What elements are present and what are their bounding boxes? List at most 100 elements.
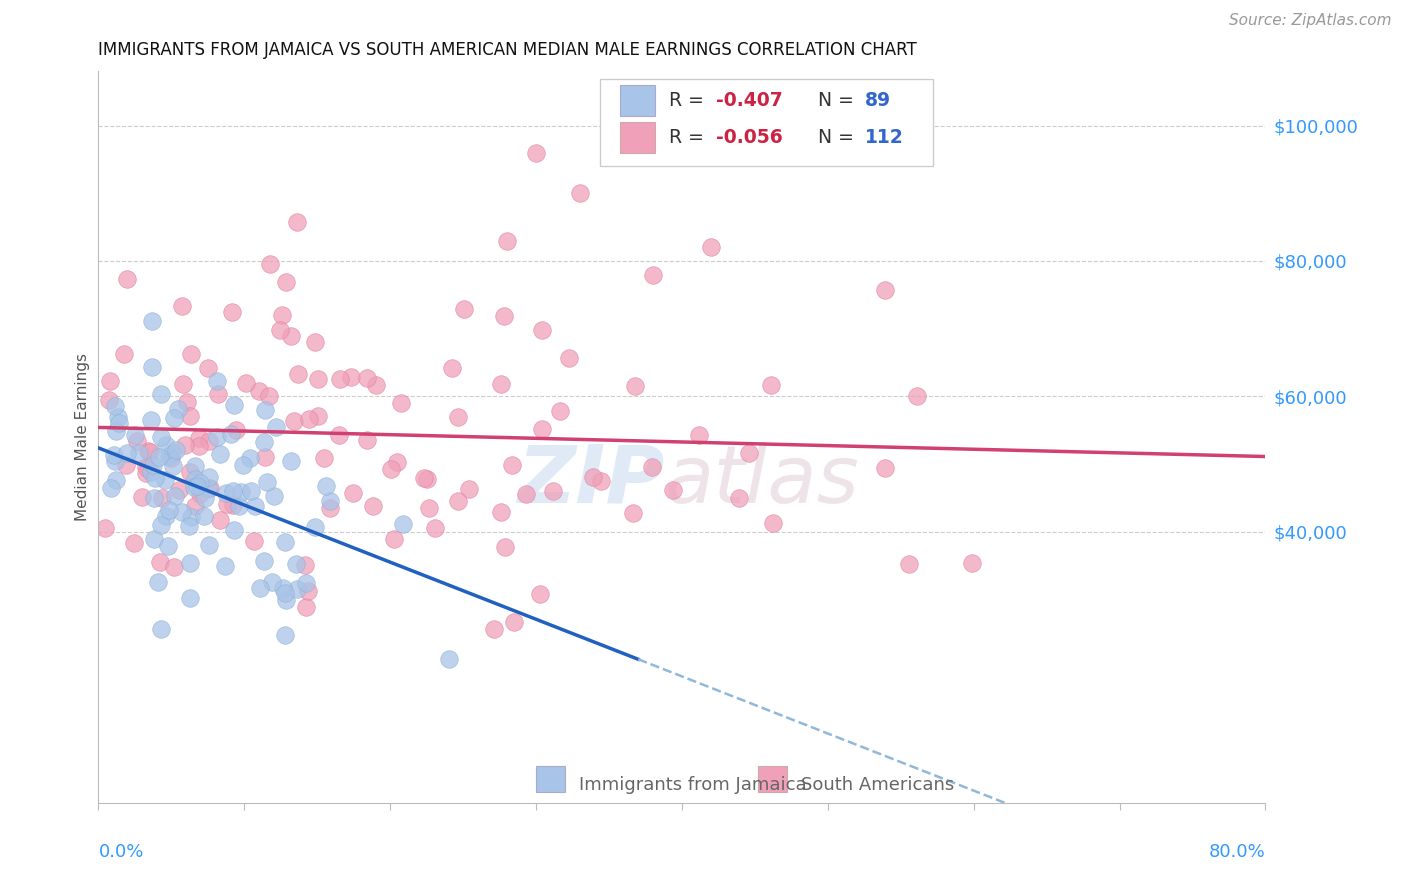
Point — [496, 234, 519, 248]
Point — [163, 411, 186, 425]
Point — [385, 455, 408, 469]
Point — [297, 584, 319, 599]
Point — [179, 465, 201, 479]
Point — [141, 465, 163, 479]
Point — [224, 523, 246, 537]
Point — [183, 480, 205, 494]
Point — [440, 360, 463, 375]
Point — [239, 450, 262, 465]
FancyBboxPatch shape — [600, 78, 932, 167]
Point — [125, 434, 148, 449]
Point — [294, 600, 316, 615]
Point — [139, 445, 162, 459]
Point — [115, 446, 138, 460]
Text: 112: 112 — [865, 128, 904, 147]
Point — [531, 323, 554, 337]
Point — [103, 448, 125, 462]
Point — [624, 379, 647, 393]
Point — [149, 556, 172, 570]
Point — [104, 399, 127, 413]
Point — [274, 535, 297, 549]
Point — [188, 487, 211, 501]
Text: R =: R = — [669, 91, 710, 111]
Point — [170, 299, 193, 313]
Point — [179, 409, 201, 423]
Point — [215, 486, 238, 500]
Point — [225, 423, 247, 437]
Point — [274, 275, 297, 289]
Point — [447, 410, 470, 425]
Point — [492, 309, 515, 323]
Point — [314, 451, 336, 466]
Point — [254, 450, 277, 464]
Point — [530, 422, 553, 436]
Point — [112, 347, 135, 361]
Point — [180, 347, 202, 361]
Point — [285, 582, 308, 596]
Point — [100, 374, 122, 388]
Point — [239, 483, 262, 498]
Point — [184, 458, 207, 473]
Point — [269, 323, 291, 337]
Point — [131, 490, 153, 504]
Point — [727, 491, 749, 505]
Point — [107, 410, 129, 425]
Point — [235, 376, 257, 391]
Point — [194, 491, 217, 506]
Point — [242, 533, 264, 548]
Point — [515, 487, 537, 501]
Point — [264, 419, 287, 434]
Point — [149, 622, 172, 636]
Point — [582, 469, 605, 483]
Text: ZIP: ZIP — [517, 442, 665, 520]
Point — [382, 532, 405, 546]
Text: IMMIGRANTS FROM JAMAICA VS SOUTH AMERICAN MEDIAN MALE EARNINGS CORRELATION CHART: IMMIGRANTS FROM JAMAICA VS SOUTH AMERICA… — [98, 41, 917, 59]
Text: N =: N = — [818, 128, 860, 147]
Point — [179, 519, 201, 533]
Point — [548, 403, 571, 417]
Point — [700, 240, 723, 254]
Point — [105, 473, 128, 487]
Text: 80.0%: 80.0% — [1209, 843, 1265, 861]
Point — [329, 371, 352, 385]
Point — [304, 520, 326, 534]
Text: 0.0%: 0.0% — [98, 843, 143, 861]
Point — [270, 308, 292, 322]
Point — [356, 371, 378, 385]
Point — [197, 481, 219, 495]
Point — [197, 361, 219, 376]
Point — [425, 521, 447, 535]
Point — [661, 483, 683, 498]
Point — [167, 402, 190, 417]
Point — [98, 393, 121, 408]
Point — [280, 329, 302, 343]
Point — [391, 516, 413, 531]
Point — [105, 424, 128, 438]
Point — [214, 558, 236, 573]
Point — [208, 447, 231, 461]
Point — [558, 351, 581, 366]
Point — [591, 474, 613, 488]
Point — [529, 587, 551, 601]
Point — [142, 458, 165, 473]
Point — [157, 450, 180, 464]
Point — [294, 558, 316, 572]
Point — [141, 359, 163, 374]
Point — [491, 505, 513, 519]
Point — [115, 272, 138, 286]
Text: -0.056: -0.056 — [716, 128, 783, 147]
Point — [180, 510, 202, 524]
Point — [186, 479, 208, 493]
Point — [179, 556, 201, 570]
Point — [253, 434, 276, 449]
Point — [503, 615, 526, 629]
Point — [142, 532, 165, 546]
Point — [205, 430, 228, 444]
Point — [148, 450, 170, 464]
Point — [285, 557, 308, 571]
Point — [224, 398, 246, 412]
Point — [183, 472, 205, 486]
Point — [145, 471, 167, 485]
Point — [898, 558, 921, 572]
Text: atlas: atlas — [665, 442, 859, 520]
